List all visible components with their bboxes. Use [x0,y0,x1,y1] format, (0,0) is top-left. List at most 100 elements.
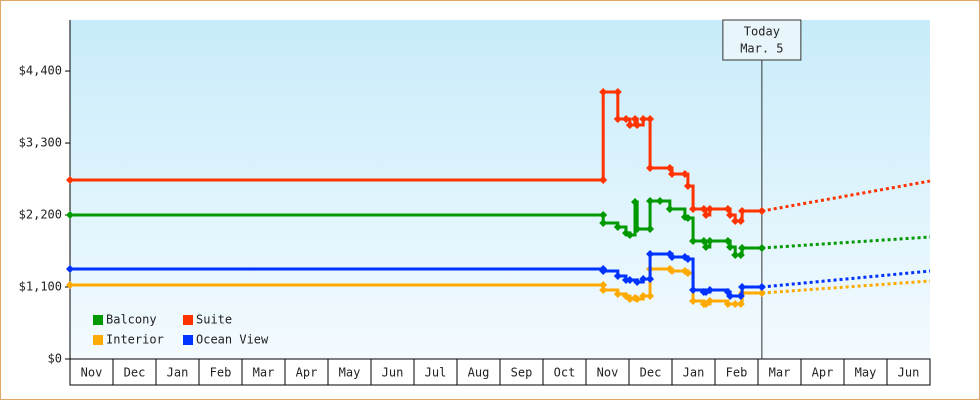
month-cell [714,358,759,386]
point [757,283,766,292]
point [705,237,714,246]
legend-swatch [183,335,193,345]
month-cell [198,358,243,386]
point [738,207,747,216]
legend-label: Ocean View [196,333,269,347]
point [639,292,648,301]
point [731,251,740,260]
point [599,219,608,228]
point [633,294,642,303]
x-tick-label: Sep [511,366,533,380]
legend-swatch [183,315,193,325]
month-cell [284,358,329,386]
point [731,300,740,309]
legend-label: Interior [106,333,164,347]
point [726,243,735,252]
point [625,294,634,303]
point [736,300,745,309]
point [689,286,698,295]
x-tick-label: Jun [898,366,920,380]
point [757,207,766,216]
point [683,182,692,191]
month-cell [542,358,587,386]
point [599,211,608,220]
x-tick-label: Jun [382,366,404,380]
point [683,255,692,264]
point [631,115,640,124]
month-cell [155,358,200,386]
point [633,278,642,287]
point [613,272,622,281]
point [726,211,735,220]
point [736,292,745,301]
point [655,197,664,206]
point [731,217,740,226]
point [621,115,630,124]
point [625,231,634,240]
point [599,88,608,97]
point [646,250,655,259]
point [705,297,714,306]
point [738,244,747,253]
month-cell [327,358,372,386]
x-tick-label: Dec [640,366,662,380]
x-tick-label: Apr [296,366,318,380]
point [683,214,692,223]
point [599,267,608,276]
x-tick-label: Dec [124,366,146,380]
point [689,237,698,246]
y-tick-label: $0 [48,352,62,366]
x-tick-label: Aug [468,366,490,380]
point [689,297,698,306]
x-tick-label: Oct [554,366,576,380]
month-cell [370,358,415,386]
point [723,237,732,246]
x-tick-label: Feb [210,366,232,380]
month-cell [241,358,286,386]
point [665,164,674,173]
point [613,222,622,231]
x-tick-label: Mar [253,366,275,380]
month-cell [413,358,458,386]
point [646,164,655,173]
point [613,88,622,97]
point [668,170,676,179]
point [66,280,74,289]
point [646,275,655,284]
point [599,280,608,289]
point [639,275,648,284]
plot-area [70,20,930,359]
x-tick-label: Nov [597,366,619,380]
point [757,289,766,298]
forecast-line [761,269,931,289]
point [633,121,642,130]
month-cell [757,358,802,386]
legend-label: Balcony [106,313,157,327]
point [705,286,714,295]
y-tick-label: $2,200 [19,208,62,222]
today-label: Mar. 5 [740,42,783,56]
x-tick-label: Nov [81,366,103,380]
point [668,267,676,276]
month-cell [886,358,931,386]
x-tick-label: Jan [683,366,705,380]
month-cell [585,358,630,386]
forecast-line [761,179,931,213]
point [613,115,622,124]
point [757,244,766,253]
month-cell [499,358,544,386]
point [738,283,747,292]
point [705,205,714,214]
point [668,253,676,262]
point [646,197,655,206]
legend-swatch [93,335,103,345]
y-tick-label: $1,100 [19,280,62,294]
point [723,300,732,309]
x-tick-label: May [339,366,361,380]
legend-label: Suite [196,313,232,327]
x-tick-label: Feb [726,366,748,380]
point [646,115,655,124]
point [736,217,745,226]
y-tick-label: $4,400 [19,64,62,78]
legend-swatch [93,315,103,325]
